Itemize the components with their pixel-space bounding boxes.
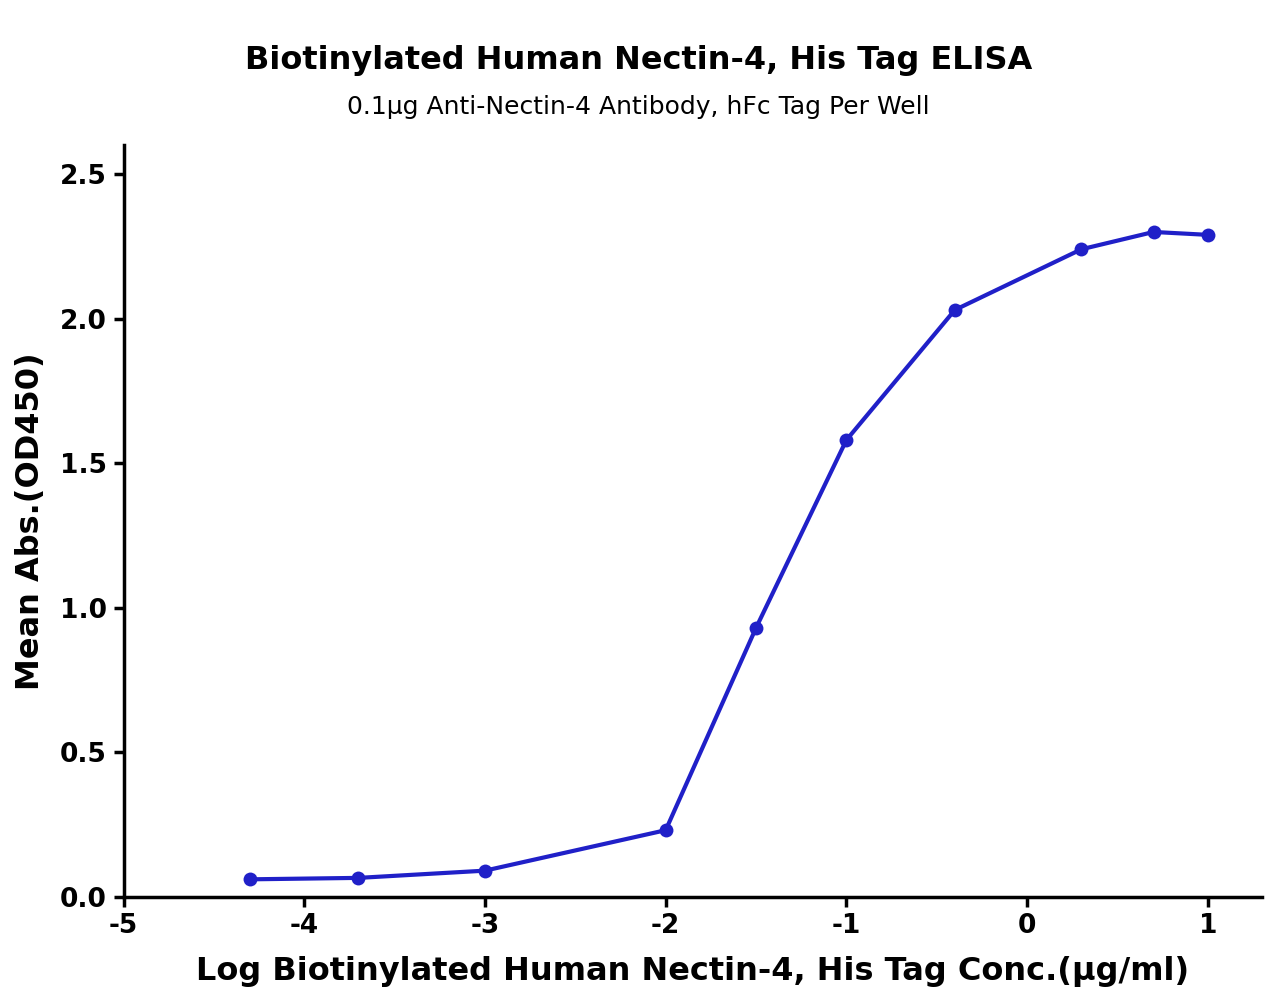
X-axis label: Log Biotinylated Human Nectin-4, His Tag Conc.(μg/ml): Log Biotinylated Human Nectin-4, His Tag…	[197, 956, 1189, 987]
Y-axis label: Mean Abs.(OD450): Mean Abs.(OD450)	[15, 352, 46, 689]
Text: 0.1μg Anti-Nectin-4 Antibody, hFc Tag Per Well: 0.1μg Anti-Nectin-4 Antibody, hFc Tag Pe…	[347, 95, 930, 119]
Text: Biotinylated Human Nectin-4, His Tag ELISA: Biotinylated Human Nectin-4, His Tag ELI…	[245, 45, 1032, 76]
